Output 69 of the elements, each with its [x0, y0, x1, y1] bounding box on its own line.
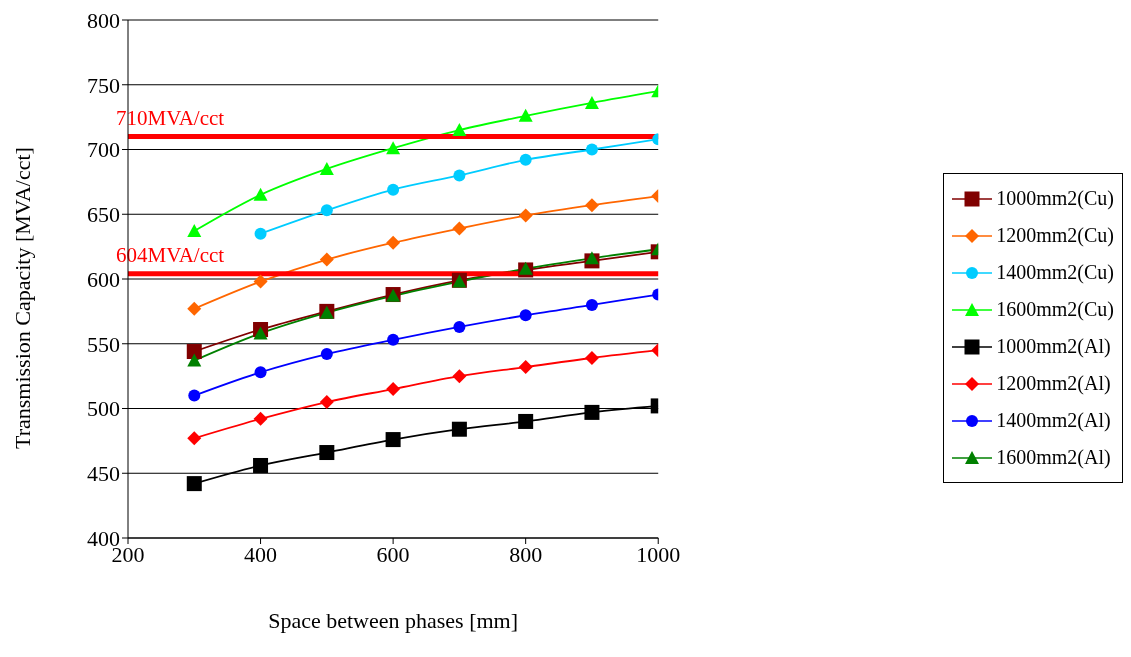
point [584, 95, 599, 109]
point [319, 445, 335, 461]
y-tick-label: 500 [87, 396, 120, 422]
point [519, 309, 532, 322]
x-tick-label: 600 [376, 541, 410, 567]
point [386, 235, 401, 250]
point [452, 123, 467, 137]
legend-label: 1000mm2(Al) [996, 335, 1111, 358]
point [452, 369, 467, 384]
point [253, 411, 268, 426]
y-tick-label: 600 [87, 266, 120, 292]
point [186, 344, 202, 360]
legend-label: 1200mm2(Al) [996, 372, 1111, 395]
point [253, 274, 268, 289]
point [519, 153, 532, 166]
point [518, 413, 534, 429]
point [188, 389, 201, 402]
y-tick-label: 800 [87, 7, 120, 33]
ref-line-label: 710MVA/cct [116, 105, 225, 130]
point [584, 404, 600, 420]
point [320, 348, 333, 361]
point [518, 108, 533, 122]
legend-label: 1400mm2(Cu) [996, 261, 1114, 284]
point [254, 366, 267, 379]
legend-label: 1200mm2(Cu) [996, 224, 1114, 247]
y-axis-title: Transmission Capacity [MVA/cct] [9, 147, 35, 449]
point [386, 141, 401, 155]
y-tick-label: 550 [87, 331, 120, 357]
ref-line-label: 604MVA/cct [116, 242, 225, 267]
x-tick-label: 400 [244, 541, 278, 567]
point [253, 187, 268, 201]
point [187, 353, 202, 367]
y-tick-label: 450 [87, 461, 120, 487]
point [453, 169, 466, 182]
point [319, 252, 334, 267]
legend-label: 1600mm2(Al) [996, 446, 1111, 469]
point [253, 326, 268, 340]
point [186, 476, 202, 492]
legend-label: 1600mm2(Cu) [996, 298, 1114, 321]
point [187, 301, 202, 316]
point [584, 350, 599, 365]
point [451, 421, 467, 437]
point [518, 208, 533, 223]
point [319, 395, 334, 410]
point [585, 143, 598, 156]
point [386, 382, 401, 397]
x-axis-title: Space between phases [mm] [268, 608, 519, 633]
legend-label: 1000mm2(Cu) [996, 187, 1114, 210]
point [585, 298, 598, 311]
x-tick-label: 800 [509, 541, 543, 567]
point [187, 224, 202, 238]
point [320, 204, 333, 217]
legend-label: 1400mm2(Al) [996, 409, 1111, 432]
point [319, 161, 334, 175]
point [385, 432, 401, 448]
point [254, 227, 267, 240]
y-tick-label: 650 [87, 202, 120, 228]
point [452, 221, 467, 236]
point [453, 320, 466, 333]
point [387, 333, 400, 346]
point [387, 183, 400, 196]
point [187, 431, 202, 446]
y-tick-label: 700 [87, 137, 120, 163]
y-tick-label: 750 [87, 72, 120, 98]
point [518, 360, 533, 375]
point [584, 198, 599, 213]
point [253, 457, 269, 473]
x-tick-label: 1000 [636, 541, 681, 567]
point [584, 251, 599, 265]
